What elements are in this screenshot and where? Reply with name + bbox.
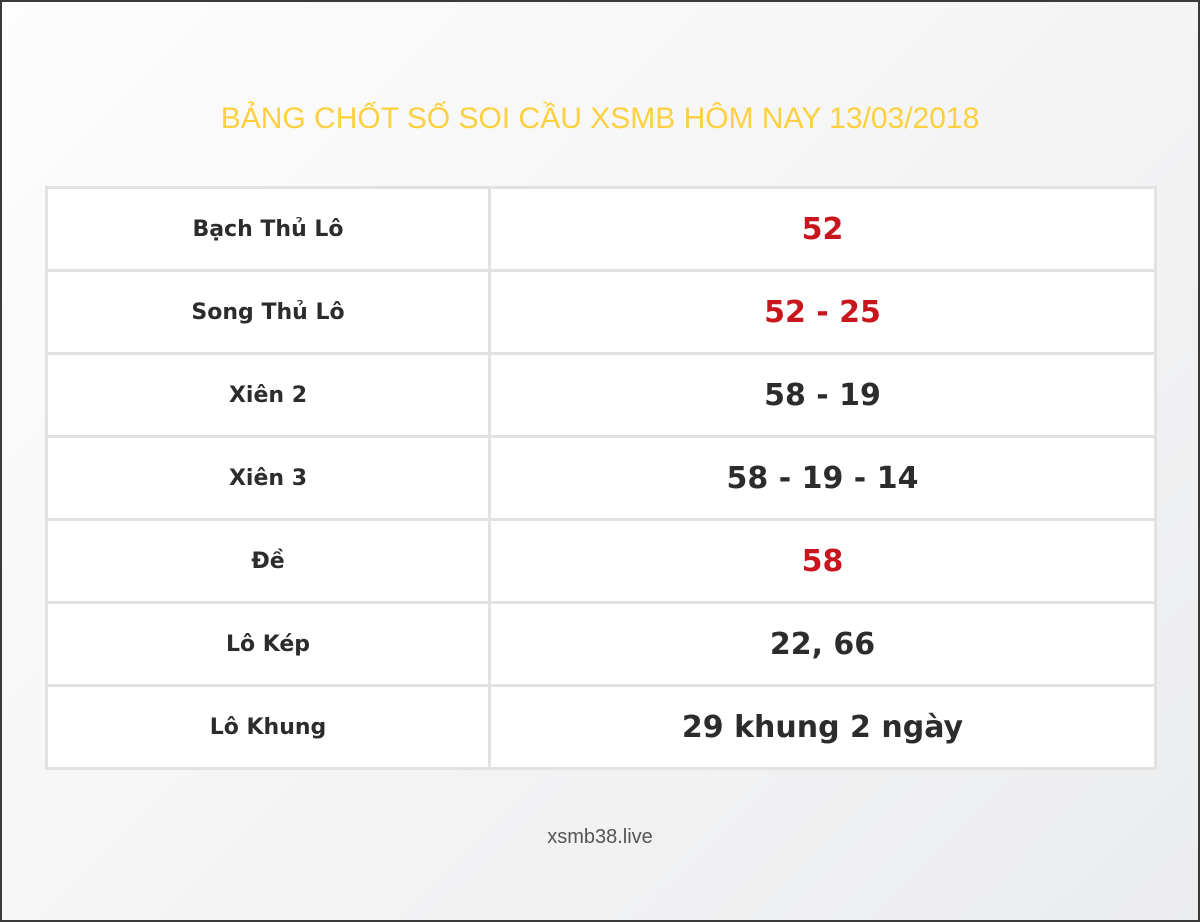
row-label: Đề	[45, 518, 491, 604]
table-row: Bạch Thủ Lô 52	[45, 186, 1157, 272]
row-label: Song Thủ Lô	[45, 269, 491, 355]
table-row: Song Thủ Lô 52 - 25	[45, 269, 1157, 355]
page-title: BẢNG CHỐT SỐ SOI CẦU XSMB HÔM NAY 13/03/…	[220, 102, 980, 135]
row-label: Lô Kép	[45, 601, 491, 687]
row-label: Lô Khung	[45, 684, 491, 770]
table-row: Xiên 3 58 - 19 - 14	[45, 435, 1157, 521]
row-label: Xiên 3	[45, 435, 491, 521]
row-value: 58 - 19 - 14	[488, 435, 1157, 521]
row-value: 29 khung 2 ngày	[488, 684, 1157, 770]
row-value: 58 - 19	[488, 352, 1157, 438]
table-row: Đề 58	[45, 518, 1157, 604]
table-row: Xiên 2 58 - 19	[45, 352, 1157, 438]
table-row: Lô Kép 22, 66	[45, 601, 1157, 687]
table-row: Lô Khung 29 khung 2 ngày	[45, 684, 1157, 770]
row-label: Xiên 2	[45, 352, 491, 438]
row-label: Bạch Thủ Lô	[45, 186, 491, 272]
row-value: 52 - 25	[488, 269, 1157, 355]
site-watermark: xsmb38.live	[547, 826, 653, 848]
prediction-table: Bạch Thủ Lô 52 Song Thủ Lô 52 - 25 Xiên 2 58 …	[45, 186, 1157, 770]
row-value: 22, 66	[488, 601, 1157, 687]
row-value: 52	[488, 186, 1157, 272]
row-value: 58	[488, 518, 1157, 604]
